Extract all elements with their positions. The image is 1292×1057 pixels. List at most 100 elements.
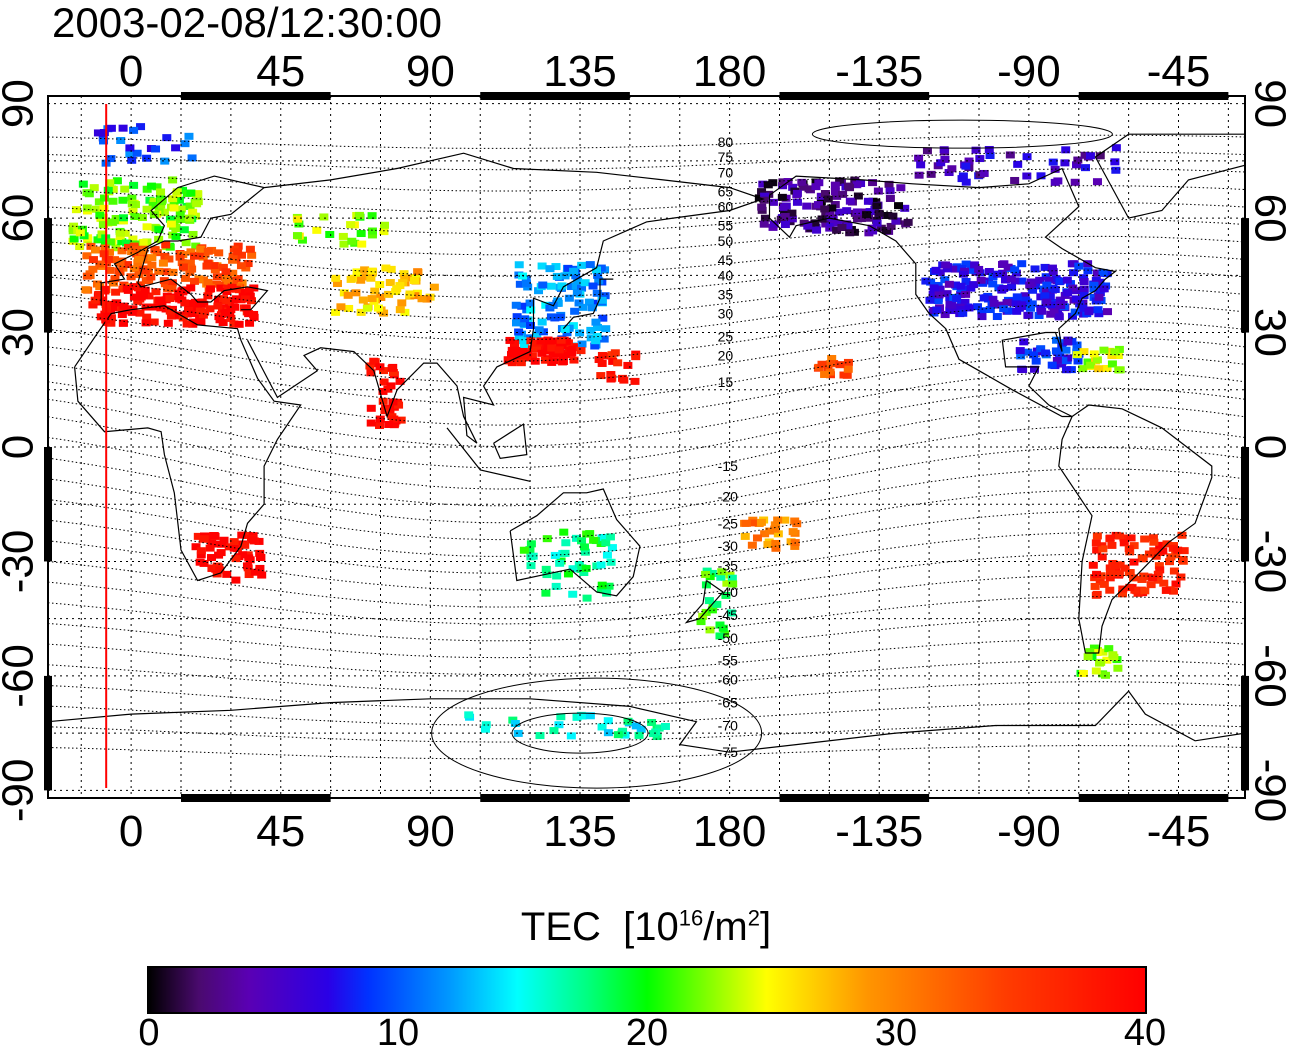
tec-cell [566, 732, 576, 740]
tec-cell [234, 320, 244, 328]
tec-cell [765, 527, 775, 535]
tec-cell [1072, 351, 1082, 359]
tec-cell [1073, 156, 1083, 164]
tec-cell [1030, 365, 1040, 373]
tec-cell [141, 303, 151, 311]
tec-cell [885, 187, 895, 195]
colorbar [147, 966, 1147, 1014]
frame-bar [1241, 218, 1249, 333]
contour-label: 60 [718, 199, 734, 215]
tec-cell [217, 540, 227, 548]
tec-cell [606, 375, 616, 383]
tec-cell [763, 181, 773, 189]
tec-cell [944, 169, 954, 177]
tec-cell [78, 180, 88, 188]
polar-contour [811, 119, 1113, 149]
tec-cell [597, 296, 607, 304]
tec-cell [1019, 338, 1029, 346]
tec-cell [161, 241, 171, 249]
contour-line [48, 532, 1245, 591]
tec-cell [998, 260, 1008, 268]
tec-cell [958, 309, 968, 317]
contour-label: 55 [718, 218, 734, 234]
tec-cell [591, 337, 601, 345]
tec-cell [203, 278, 213, 286]
tec-cell [1140, 535, 1150, 543]
tec-cell [1047, 264, 1057, 272]
y-tick-label-left: 60 [0, 194, 43, 243]
tec-cell [1149, 538, 1159, 546]
y-tick-label-left: 30 [0, 308, 43, 357]
y-tick-label-right: -90 [1246, 759, 1292, 823]
tec-cell [185, 259, 195, 267]
tec-cell [1088, 561, 1098, 569]
tec-cell [118, 214, 128, 222]
tec-region [1088, 531, 1189, 599]
tec-cell [587, 304, 597, 312]
tec-cell [926, 170, 936, 178]
tec-cell [825, 213, 835, 221]
tec-cell [392, 285, 402, 293]
tec-cell [142, 256, 152, 264]
tec-cell [171, 225, 181, 233]
tec-cell [129, 126, 139, 134]
tec-cell [1045, 293, 1055, 301]
tec-cell [606, 371, 616, 379]
tec-cell [367, 267, 377, 275]
tec-cell [1120, 564, 1130, 572]
y-tick-label-left: -60 [0, 644, 43, 708]
map-title: 2003-02-08/12:30:00 [52, 0, 442, 46]
tec-cell [845, 229, 855, 237]
x-tick-label-top: 180 [693, 47, 766, 96]
tec-cell [599, 335, 609, 343]
tec-cell [631, 722, 641, 730]
tec-cell [186, 284, 196, 292]
tec-cell [1125, 569, 1135, 577]
tec-cell [134, 271, 144, 279]
tec-cell [1071, 295, 1081, 303]
tec-cell [213, 302, 223, 310]
tec-cell [1093, 306, 1103, 314]
tec-cell [900, 204, 910, 212]
tec-cell [1104, 347, 1114, 355]
tec-cell [712, 600, 722, 608]
tec-cell [1173, 546, 1183, 554]
tec-cell [597, 359, 607, 367]
tec-cell [769, 220, 779, 228]
tec-cell [863, 197, 873, 205]
x-tick-label-top: -45 [1147, 47, 1211, 96]
tec-cell [921, 277, 931, 285]
tec-cell [165, 307, 175, 315]
tec-cell [825, 368, 835, 376]
tec-cell [1081, 164, 1091, 172]
tec-cell [515, 280, 525, 288]
tec-cell [99, 194, 109, 202]
contour-line [48, 219, 1245, 256]
tec-cell [757, 188, 767, 196]
tec-cell [125, 144, 135, 152]
tec-cell [137, 213, 147, 221]
tec-cell [218, 263, 228, 271]
tec-cell [827, 355, 837, 363]
tec-cell [366, 369, 376, 377]
contour-label: 20 [718, 347, 734, 363]
contour-label: -70 [718, 718, 738, 734]
tec-cell [1095, 289, 1105, 297]
tec-cell [799, 183, 809, 191]
tec-cell [384, 290, 394, 298]
tec-cell [379, 367, 389, 375]
tec-cell [922, 147, 932, 155]
tec-cell [977, 307, 987, 315]
contour-line [48, 723, 1245, 743]
grid-lines [48, 96, 1245, 798]
tec-cell [591, 266, 601, 274]
tec-cell [853, 192, 863, 200]
tec-cell [292, 232, 302, 240]
axis-ticks: 0 45 90 135 180 -135 -90 -450 45 90 135 180 -135 -90-… [0, 47, 1292, 856]
tec-cell [142, 205, 152, 213]
tec-cell [535, 732, 545, 740]
tec-cell [660, 722, 670, 730]
tec-cell [1089, 285, 1099, 293]
tec-cell [552, 572, 562, 580]
contour-line [48, 638, 1245, 675]
